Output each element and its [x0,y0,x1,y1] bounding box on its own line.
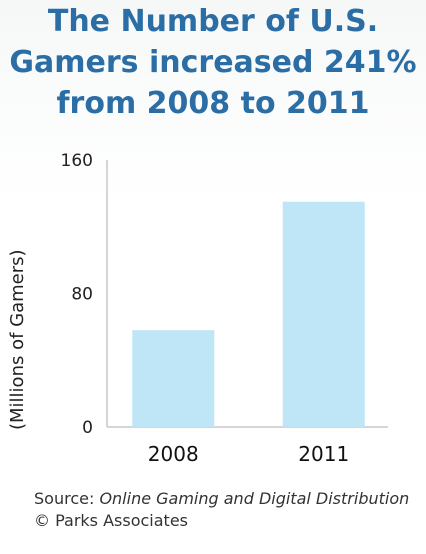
y-tick-label: 80 [71,285,93,305]
bar [282,201,365,427]
source-note: Source: Online Gaming and Digital Distri… [34,488,409,532]
copyright-line: © Parks Associates [34,511,188,530]
tick-labels: 0 80 160 2008 2011 [61,151,350,466]
chart-title-line-2: Gamers increased 241% [9,45,417,80]
source-line: Source: Online Gaming and Digital Distri… [34,488,409,510]
x-tick-label: 2008 [148,442,199,466]
chart-title-line-1: The Number of U.S. [47,4,379,39]
chart-title: The Number of U.S. Gamers increased 241%… [0,0,426,140]
y-tick-label: 0 [82,418,93,438]
source-title: Online Gaming and Digital Distribution [99,489,410,508]
source-prefix: Source: [34,489,100,508]
y-tick-label: 160 [61,151,93,171]
chart-title-line-3: from 2008 to 2011 [56,86,370,121]
x-tick-label: 2011 [298,442,349,466]
bar [132,330,215,427]
bars [132,201,365,427]
